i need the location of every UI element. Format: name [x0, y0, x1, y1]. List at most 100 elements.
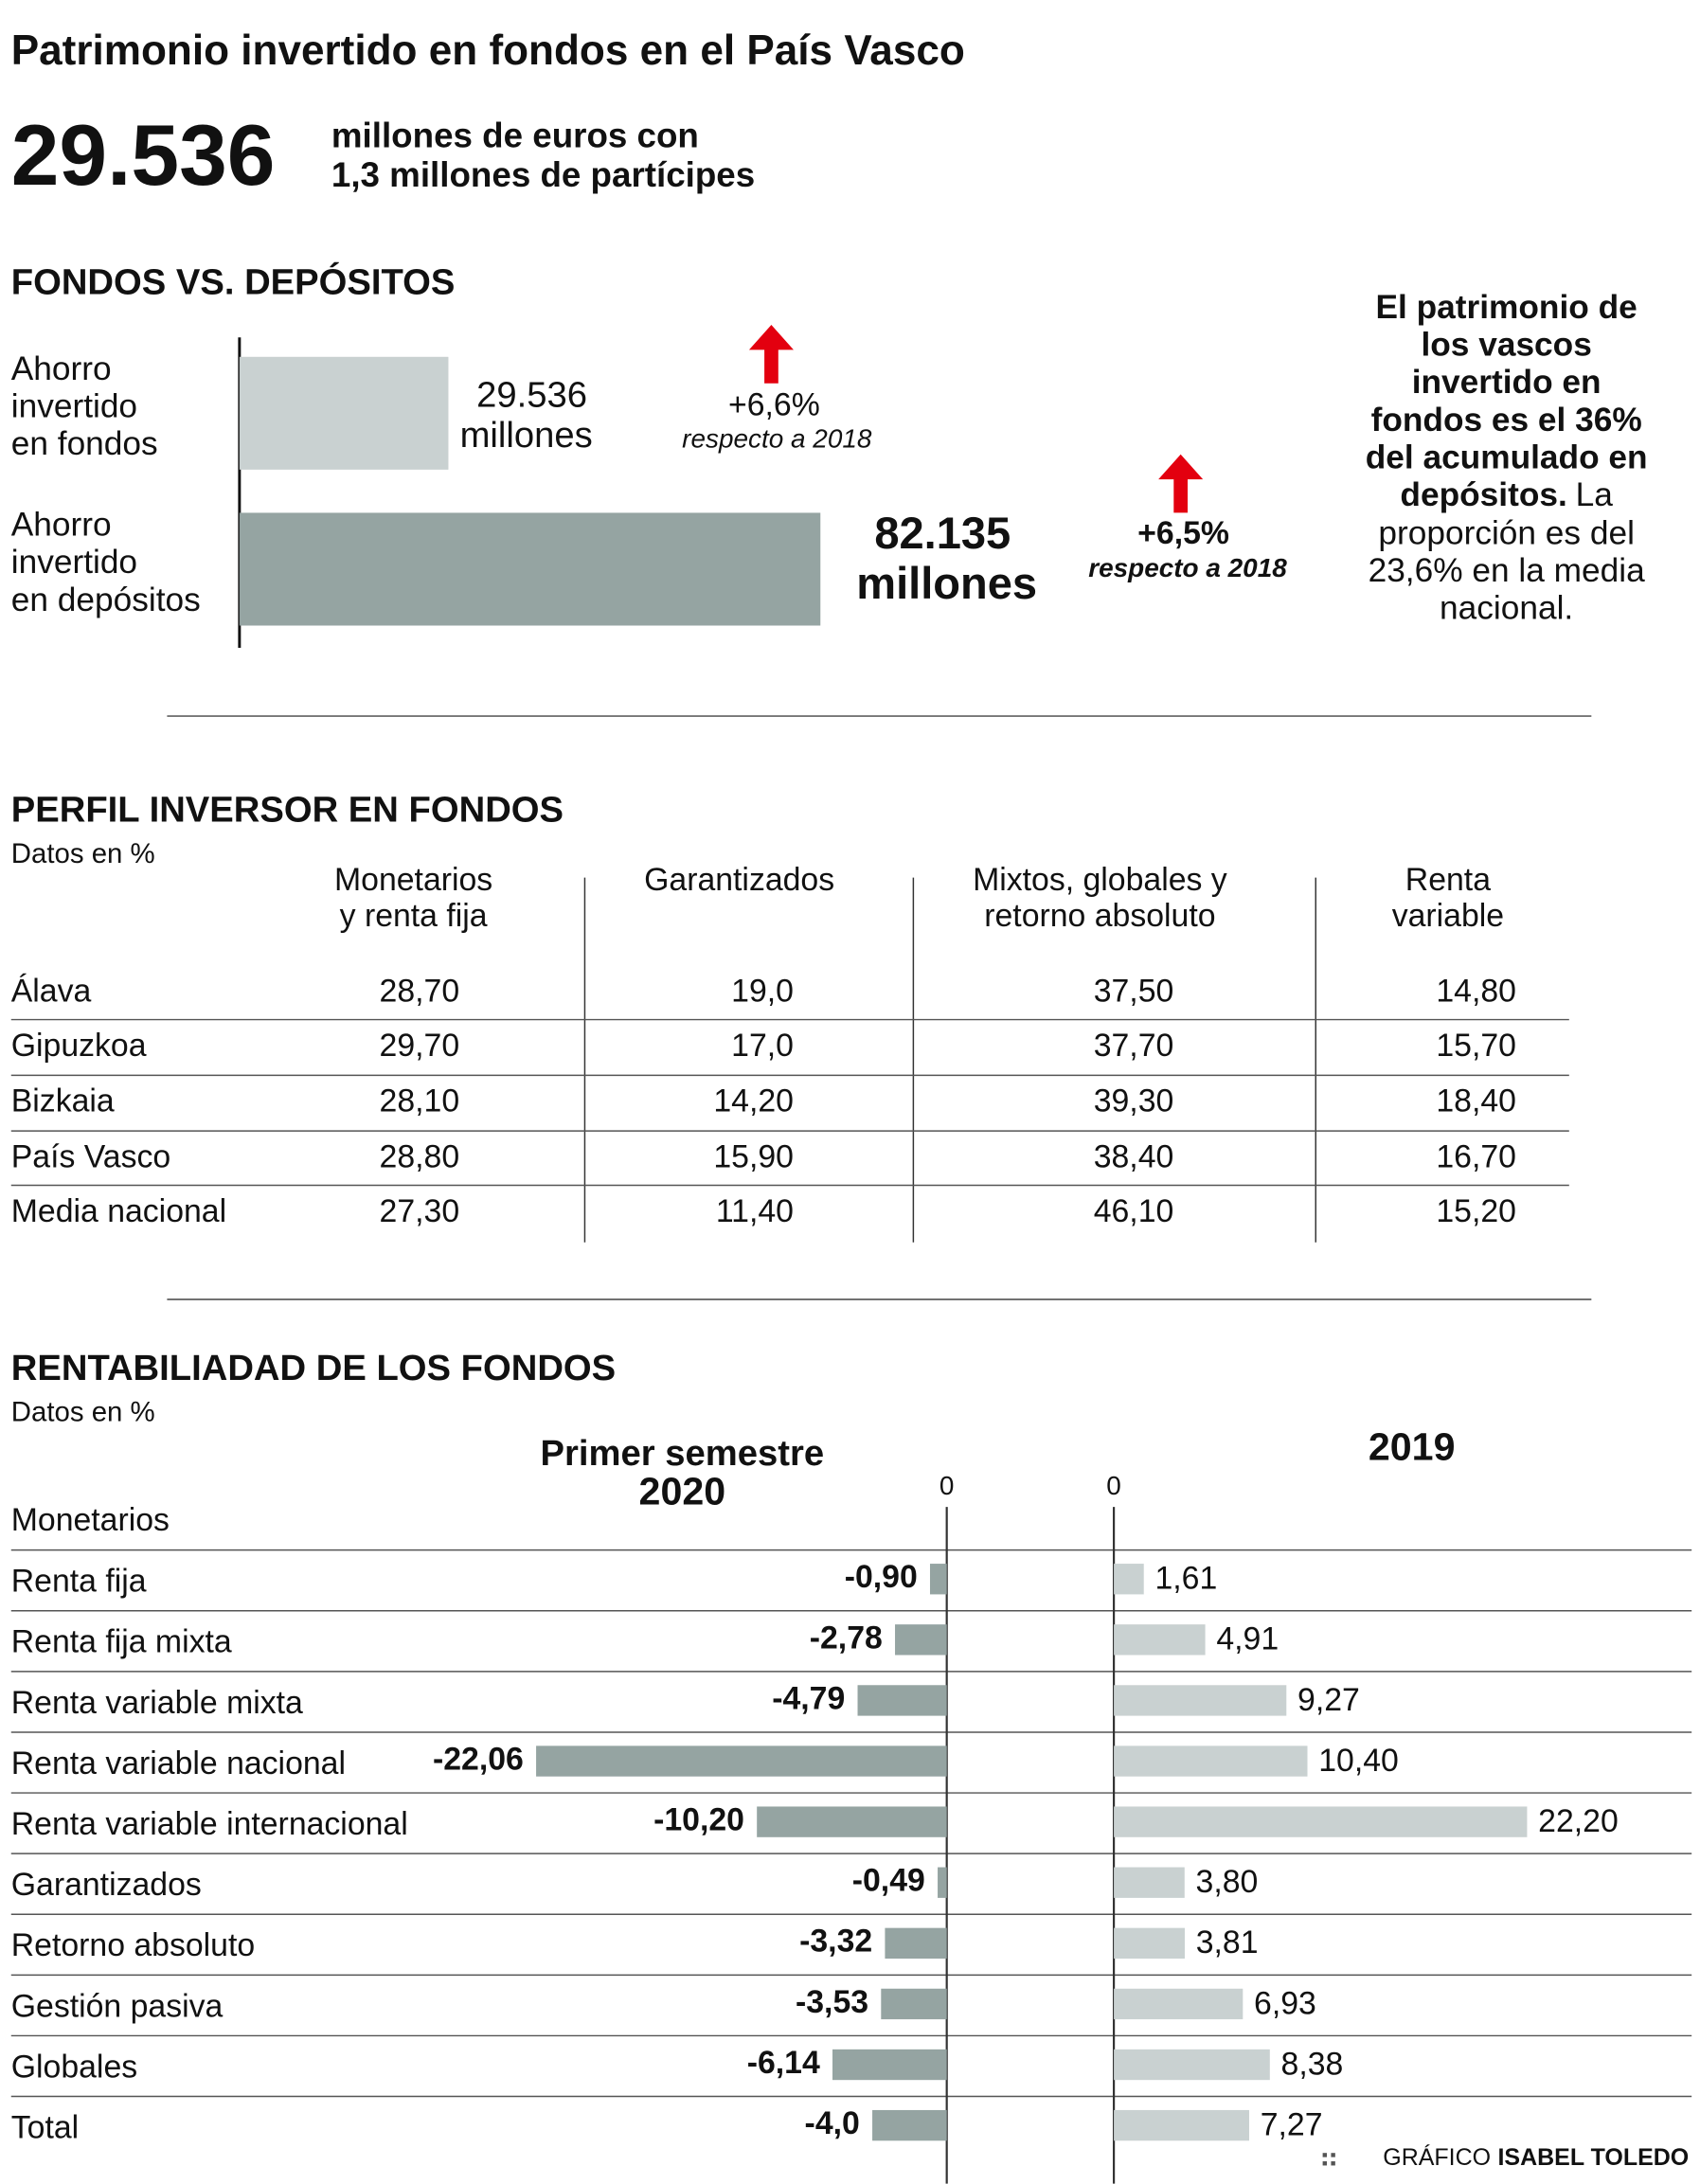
- table-cell: 15,70: [1436, 1028, 1516, 1064]
- value-label: 6,93: [1254, 1985, 1316, 2021]
- bar: [1114, 1867, 1185, 1898]
- group-label: Monetarios: [11, 1502, 170, 1538]
- note-bold: del acumulado en: [1366, 439, 1648, 476]
- table-cell: 38,40: [1094, 1139, 1174, 1175]
- title: Patrimonio invertido en fondos en el Paí…: [11, 27, 965, 74]
- table-cell: 19,0: [731, 974, 794, 1010]
- subtitle: Datos en %: [11, 838, 155, 869]
- value-label: 4,91: [1216, 1621, 1279, 1657]
- table-cell: 15,90: [713, 1139, 794, 1175]
- row-label: País Vasco: [11, 1139, 170, 1175]
- category-label: en depósitos: [11, 582, 201, 618]
- headline-figure: 29.536: [11, 107, 276, 204]
- bar: [1114, 1624, 1206, 1656]
- bar: [857, 1685, 947, 1716]
- value-label: -10,20: [653, 1802, 744, 1838]
- note-regular: La: [1576, 477, 1614, 514]
- category-label: Renta fija: [11, 1564, 147, 1600]
- bar: [239, 356, 449, 470]
- note-bold: El patrimonio de: [1376, 289, 1637, 326]
- note-bold: depósitos.: [1400, 477, 1566, 514]
- column-header: variable: [1392, 898, 1504, 934]
- row-label: Bizkaia: [11, 1083, 115, 1119]
- headline-text: millones de euros con: [331, 116, 699, 155]
- row-label: Gipuzkoa: [11, 1028, 147, 1064]
- table-cell: 15,20: [1436, 1193, 1516, 1229]
- category-label: Total: [11, 2109, 79, 2145]
- section-title: RENTABILIADAD DE LOS FONDOS: [11, 1348, 616, 1388]
- column-header: Renta: [1405, 862, 1491, 898]
- section-title: PERFIL INVERSOR EN FONDOS: [11, 790, 564, 831]
- row-label: Media nacional: [11, 1193, 226, 1229]
- column-header: Garantizados: [644, 862, 834, 898]
- category-label: Renta variable mixta: [11, 1685, 303, 1721]
- bar: [938, 1867, 947, 1898]
- headline-text: 1,3 millones de partícipes: [331, 155, 755, 194]
- bar: [895, 1624, 947, 1656]
- credit: GRÁFICO ISABEL TOLEDO: [1383, 2143, 1689, 2171]
- table-cell: 28,80: [380, 1139, 460, 1175]
- value-label: -3,53: [796, 1984, 868, 2020]
- value-label: millones: [460, 415, 593, 456]
- value-label: 7,27: [1261, 2107, 1323, 2143]
- value-label: 1,61: [1154, 1561, 1217, 1597]
- value-label: -0,49: [852, 1863, 925, 1899]
- value-label: -4,0: [805, 2105, 860, 2141]
- table-cell: 29,70: [380, 1028, 460, 1064]
- series-name: 2020: [639, 1470, 726, 1513]
- category-label: en fondos: [11, 425, 158, 462]
- column-header: Monetarios: [334, 862, 492, 898]
- bar: [757, 1806, 947, 1837]
- category-label: Ahorro: [11, 506, 112, 543]
- footer-icon: [1322, 2153, 1328, 2157]
- table-cell: 39,30: [1094, 1083, 1174, 1119]
- section-title: FONDOS VS. DEPÓSITOS: [11, 260, 456, 302]
- category-label: Ahorro: [11, 350, 112, 387]
- table-cell: 28,10: [380, 1083, 460, 1119]
- table-cell: 16,70: [1436, 1139, 1516, 1175]
- bar: [1114, 1988, 1244, 2020]
- category-label: Renta variable nacional: [11, 1745, 346, 1781]
- value-label: -3,32: [799, 1924, 872, 1960]
- value-label: 3,80: [1196, 1864, 1259, 1900]
- bar: [1114, 2049, 1270, 2081]
- bar: [1114, 1806, 1528, 1837]
- value-label: -4,79: [772, 1680, 845, 1716]
- value-label: 22,20: [1538, 1803, 1619, 1839]
- x-tick-label: 0: [939, 1471, 955, 1500]
- value-label: 9,27: [1297, 1682, 1360, 1718]
- category-label: Globales: [11, 2049, 137, 2085]
- table-cell: 28,70: [380, 974, 460, 1010]
- bar: [881, 1988, 947, 2020]
- note-line: 23,6% en la media: [1369, 552, 1645, 589]
- table-cell: 14,80: [1436, 974, 1516, 1010]
- category-label: Renta fija mixta: [11, 1624, 232, 1660]
- change-label: +6,5%: [1137, 515, 1229, 551]
- footer-icon: [1331, 2153, 1335, 2157]
- arrow: [1158, 454, 1204, 513]
- note-line: fondos es el 36%: [1371, 402, 1642, 439]
- series-name: Primer semestre: [541, 1433, 825, 1474]
- change-note: respecto a 2018: [682, 423, 872, 453]
- arrow: [748, 324, 794, 384]
- change-note: respecto a 2018: [1088, 553, 1287, 582]
- table-cell: 27,30: [380, 1193, 460, 1229]
- footer-icon: [1322, 2161, 1328, 2166]
- note-line: El patrimonio de: [1376, 289, 1637, 326]
- column-header: y renta fija: [340, 898, 488, 934]
- value-label: 3,81: [1196, 1924, 1259, 1960]
- note-line: nacional.: [1440, 590, 1573, 627]
- table-cell: 46,10: [1094, 1193, 1174, 1229]
- value-label: -2,78: [810, 1620, 883, 1656]
- x-tick-label: 0: [1106, 1471, 1121, 1500]
- table-cell: 37,70: [1094, 1028, 1174, 1064]
- value-label: 10,40: [1318, 1743, 1399, 1779]
- bar: [239, 512, 821, 626]
- bar: [872, 2109, 947, 2141]
- bar: [536, 1745, 947, 1777]
- bar: [832, 2049, 947, 2081]
- series-name: 2019: [1369, 1425, 1456, 1469]
- table-cell: 14,20: [713, 1083, 794, 1119]
